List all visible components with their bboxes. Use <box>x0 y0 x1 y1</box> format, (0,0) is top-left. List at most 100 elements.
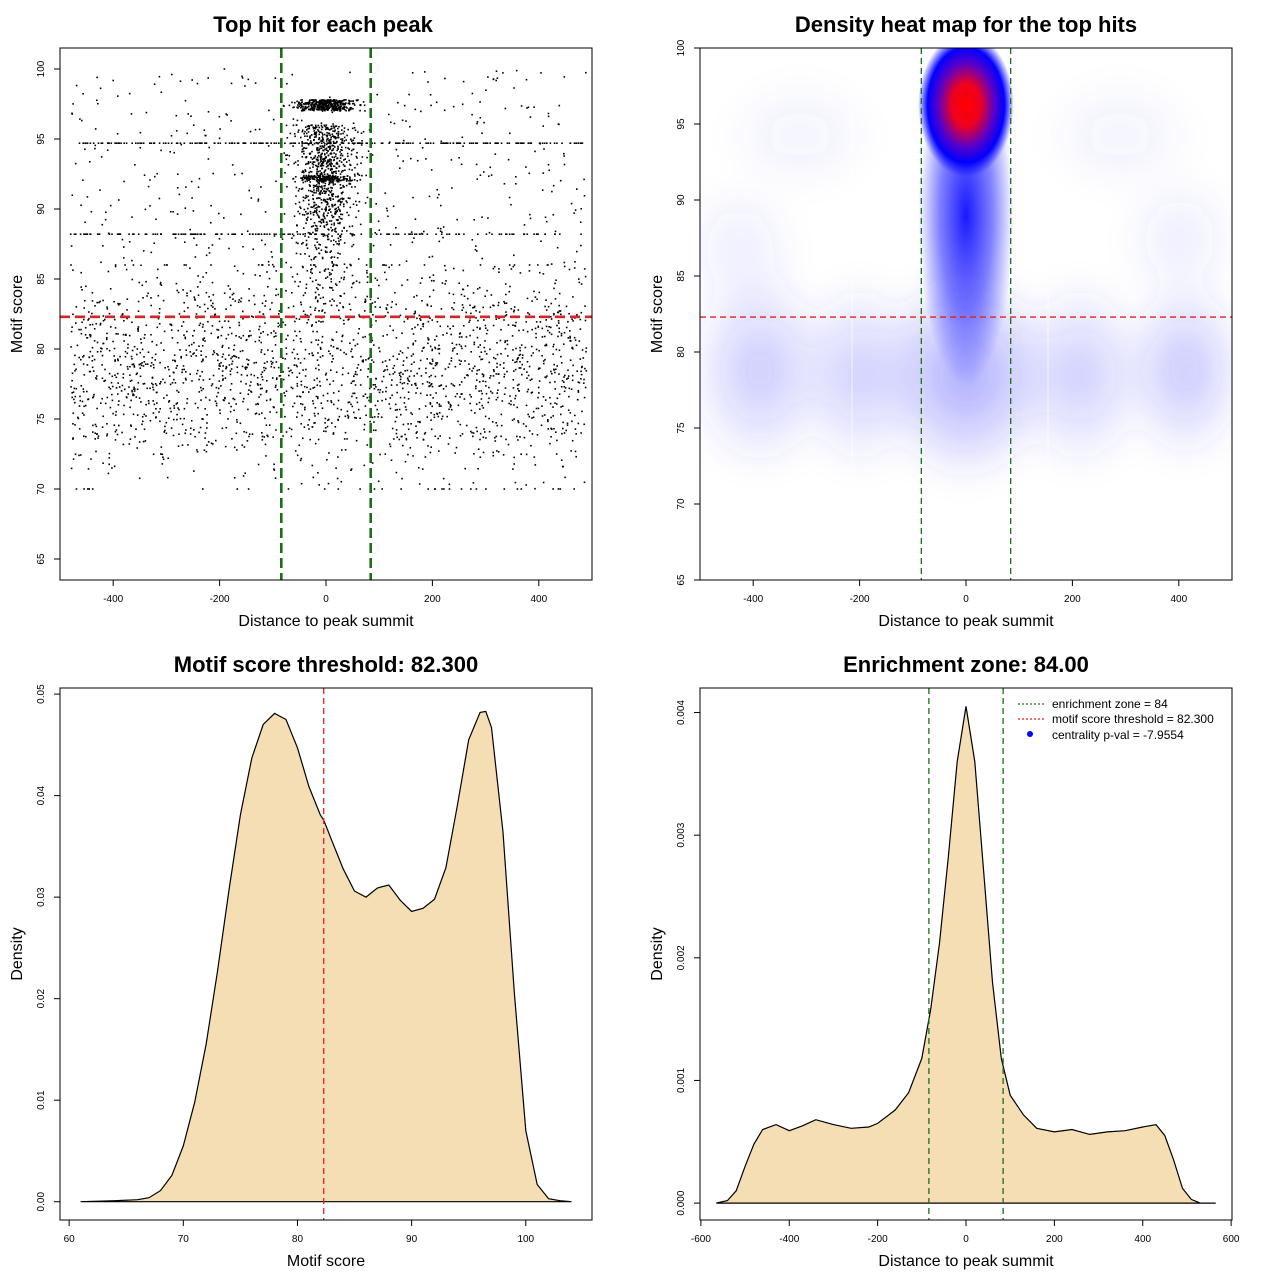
scatter-point <box>262 313 265 315</box>
scatter-point <box>429 142 432 144</box>
scatter-point <box>324 246 327 248</box>
scatter-point <box>395 432 398 435</box>
scatter-point <box>497 389 499 391</box>
scatter-point <box>210 332 213 335</box>
scatter-point <box>509 285 511 288</box>
scatter-point <box>314 210 316 212</box>
scatter-point <box>184 336 186 339</box>
scatter-point <box>461 336 463 338</box>
scatter-point <box>322 109 324 112</box>
scatter-point <box>478 390 480 392</box>
scatter-point <box>431 319 433 321</box>
scatter-point <box>74 401 76 404</box>
scatter-point <box>309 135 312 137</box>
scatter-point <box>453 385 456 387</box>
scatter-point <box>523 233 526 235</box>
scatter-point <box>393 371 396 373</box>
scatter-point <box>524 346 527 349</box>
scatter-point <box>84 221 86 224</box>
scatter-point <box>186 132 188 135</box>
scatter-point <box>186 292 188 294</box>
scatter-point <box>308 124 310 127</box>
scatter-point <box>313 379 316 381</box>
scatter-point <box>399 374 401 377</box>
scatter-point <box>351 186 353 188</box>
scatter-point <box>199 306 201 308</box>
scatter-point <box>210 304 213 307</box>
scatter-point <box>331 167 333 170</box>
scatter-point <box>92 431 94 433</box>
scatter-point <box>368 399 370 402</box>
scatter-point <box>482 306 484 309</box>
scatter-point <box>425 367 427 370</box>
scatter-point <box>379 306 381 309</box>
scatter-point <box>318 185 320 188</box>
scatter-point <box>331 106 334 109</box>
scatter-point <box>336 163 339 165</box>
scatter-point <box>167 457 169 459</box>
scatter-point <box>421 147 424 149</box>
scatter-point <box>228 354 230 356</box>
scatter-point <box>504 302 506 305</box>
scatter-point <box>393 122 396 125</box>
x-tick-label: 600 <box>1223 1234 1240 1245</box>
scatter-point <box>478 311 481 313</box>
scatter-point <box>282 321 284 324</box>
scatter-point <box>482 142 485 144</box>
scatter-point <box>321 164 324 167</box>
y-tick-label: 90 <box>36 203 47 215</box>
scatter-point <box>344 449 347 451</box>
scatter-point <box>318 131 321 134</box>
scatter-point <box>403 382 406 384</box>
scatter-point <box>424 138 426 140</box>
scatter-point <box>119 303 121 305</box>
scatter-point <box>465 336 468 338</box>
scatter-point <box>396 142 399 144</box>
scatter-point <box>471 370 473 372</box>
scatter-point <box>179 142 182 144</box>
scatter-point <box>95 450 97 453</box>
scatter-point <box>312 402 315 405</box>
scatter-point <box>312 214 315 216</box>
scatter-point <box>334 230 336 233</box>
scatter-point <box>129 438 132 440</box>
scatter-point <box>316 197 318 200</box>
scatter-point <box>315 141 318 144</box>
scatter-point <box>163 431 165 433</box>
scatter-point <box>229 288 231 290</box>
scatter-point <box>76 344 79 347</box>
scatter-point <box>311 158 314 160</box>
scatter-point <box>160 91 163 94</box>
scatter-point <box>337 178 339 180</box>
scatter-point <box>571 374 574 377</box>
scatter-point <box>173 354 176 356</box>
scatter-point <box>332 432 335 434</box>
scatter-point <box>186 398 189 400</box>
scatter-point <box>325 149 328 151</box>
scatter-point <box>94 305 96 307</box>
scatter-point <box>373 416 376 418</box>
scatter-point <box>337 145 339 148</box>
scatter-point <box>295 364 298 367</box>
scatter-point <box>267 145 270 147</box>
scatter-point <box>320 140 322 142</box>
scatter-point <box>339 109 341 111</box>
scatter-point <box>324 422 326 424</box>
scatter-point <box>348 401 351 403</box>
scatter-point <box>317 158 319 161</box>
scatter-point <box>108 386 110 389</box>
scatter-point <box>78 405 81 407</box>
scatter-point <box>309 99 311 101</box>
scatter-point <box>353 380 355 382</box>
scatter-point <box>309 170 312 173</box>
scatter-point <box>213 351 216 354</box>
scatter-point <box>267 349 269 351</box>
scatter-point <box>286 82 288 85</box>
scatter-point <box>326 162 328 164</box>
scatter-point <box>485 488 487 490</box>
scatter-point <box>339 349 342 351</box>
scatter-point <box>130 379 133 382</box>
scatter-point <box>224 377 227 379</box>
scatter-point <box>558 292 561 295</box>
scatter-point <box>313 157 315 159</box>
